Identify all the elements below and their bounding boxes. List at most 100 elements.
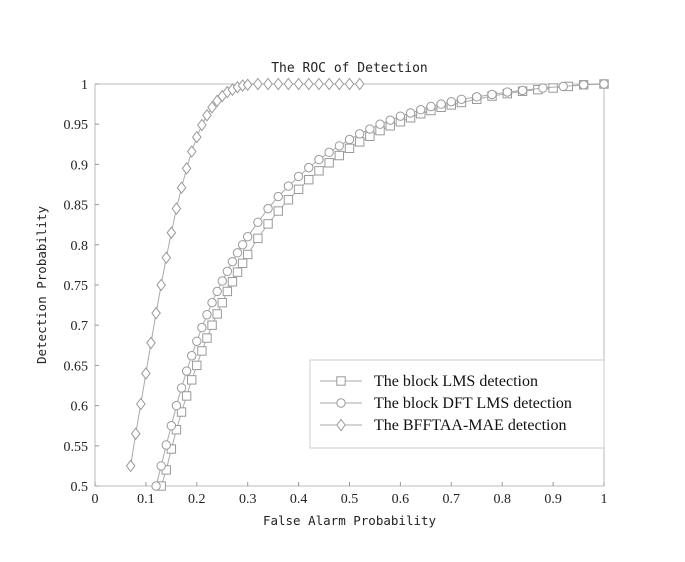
x-axis-label: False Alarm Probability — [263, 513, 437, 528]
data-point-circle — [502, 87, 512, 97]
data-point-square — [222, 286, 233, 297]
y-tick-label: 0.7 — [71, 319, 89, 334]
data-point-circle — [385, 115, 395, 125]
data-point-circle — [517, 85, 528, 96]
data-point-circle — [538, 83, 548, 93]
legend-marker-circle — [336, 398, 346, 408]
data-point-circle — [599, 79, 609, 89]
data-point-diamond — [141, 367, 151, 380]
data-point-circle — [176, 383, 187, 393]
data-point-circle — [293, 171, 304, 182]
data-point-square — [237, 258, 248, 268]
data-point-circle — [558, 81, 568, 92]
data-point-circle — [237, 240, 248, 250]
legend-item-circle: The block DFT LMS detection — [320, 395, 572, 412]
data-point-square — [197, 346, 207, 356]
data-point-diamond — [191, 130, 202, 144]
data-point-diamond — [130, 427, 141, 441]
data-point-diamond — [242, 78, 253, 92]
data-point-diamond — [263, 77, 273, 91]
data-point-diamond — [171, 202, 182, 215]
data-point-square — [293, 184, 304, 195]
data-point-circle — [426, 101, 436, 112]
data-point-circle — [232, 248, 243, 258]
data-point-circle — [405, 108, 416, 118]
data-point-square — [334, 150, 345, 161]
data-point-diamond — [253, 77, 263, 91]
data-point-diamond — [135, 397, 146, 411]
data-point-square — [181, 391, 192, 401]
data-point-circle — [207, 297, 217, 308]
data-point-circle — [472, 92, 482, 102]
data-point-square — [227, 277, 238, 287]
data-point-square — [243, 249, 253, 260]
y-tick-label: 0.5 — [71, 480, 89, 495]
data-point-circle — [156, 461, 166, 471]
data-point-circle — [436, 99, 446, 109]
data-point-diamond — [151, 306, 161, 320]
data-point-circle — [166, 421, 177, 431]
data-point-circle — [578, 80, 589, 90]
data-point-circle — [375, 119, 385, 129]
legend-item-diamond: The BFFTAA-MAE detection — [320, 417, 566, 434]
legend-box — [309, 359, 605, 449]
data-point-square — [304, 174, 314, 185]
data-point-diamond — [166, 226, 177, 240]
plot-area — [94, 77, 609, 491]
y-tick-label: 0.8 — [71, 239, 89, 254]
data-point-circle — [151, 481, 161, 491]
legend-marker-diamond — [336, 418, 346, 432]
chart-title: The ROC of Detection — [271, 61, 428, 76]
data-point-circle — [243, 232, 253, 242]
data-point-circle — [212, 286, 222, 297]
data-point-diamond — [207, 100, 217, 114]
data-point-square — [314, 166, 324, 176]
data-point-diamond — [161, 251, 172, 264]
data-point-circle — [253, 217, 263, 227]
x-tick-label: 1 — [601, 492, 608, 507]
legend-marker-square — [336, 376, 346, 386]
y-tick-label: 0.75 — [64, 279, 89, 294]
x-tick-label: 0.5 — [341, 492, 359, 507]
data-point-circle — [222, 266, 233, 277]
data-point-circle — [161, 440, 171, 450]
x-tick-label: 0.8 — [493, 492, 511, 507]
data-point-square — [192, 360, 202, 371]
data-point-circle — [273, 191, 283, 202]
y-tick-label: 0.55 — [64, 440, 89, 455]
data-point-square — [253, 233, 263, 244]
data-point-diamond — [324, 77, 334, 91]
data-point-diamond — [314, 77, 324, 91]
data-point-circle — [283, 181, 294, 191]
data-point-diamond — [273, 77, 284, 91]
data-point-circle — [344, 134, 355, 145]
data-point-circle — [416, 105, 426, 115]
data-point-square — [217, 297, 227, 308]
y-tick-label: 1 — [81, 78, 88, 93]
data-point-circle — [334, 141, 345, 151]
legend-label: The block DFT LMS detection — [374, 395, 572, 412]
data-point-diamond — [181, 162, 192, 175]
data-point-circle — [456, 94, 467, 104]
data-point-diamond — [202, 109, 212, 122]
data-point-diamond — [186, 145, 197, 158]
data-point-diamond — [303, 77, 314, 91]
data-point-circle — [227, 256, 238, 267]
data-point-circle — [304, 162, 314, 173]
x-tick-label: 0.3 — [239, 492, 257, 507]
legend-label: The block LMS detection — [374, 373, 538, 390]
data-point-square — [263, 219, 273, 229]
data-point-square — [212, 309, 222, 319]
data-point-circle — [354, 129, 365, 139]
data-point-circle — [263, 203, 273, 214]
y-axis-label: Detection Probability — [34, 206, 49, 365]
data-point-circle — [324, 147, 334, 158]
y-axis-ticks: 0.5 0.55 0.6 0.65 0.7 0.75 0.8 0.85 0.9 0.95 1 — [64, 78, 99, 495]
x-tick-label: 0.9 — [544, 492, 562, 507]
data-point-diamond — [334, 77, 345, 91]
x-axis-ticks: 0 0.1 0.2 0.3 0.4 0.5 0.6 0.7 0.8 0.9 1 — [92, 482, 608, 507]
data-point-circle — [181, 366, 192, 376]
data-point-square — [324, 158, 334, 168]
x-tick-label: 0.7 — [443, 492, 461, 507]
